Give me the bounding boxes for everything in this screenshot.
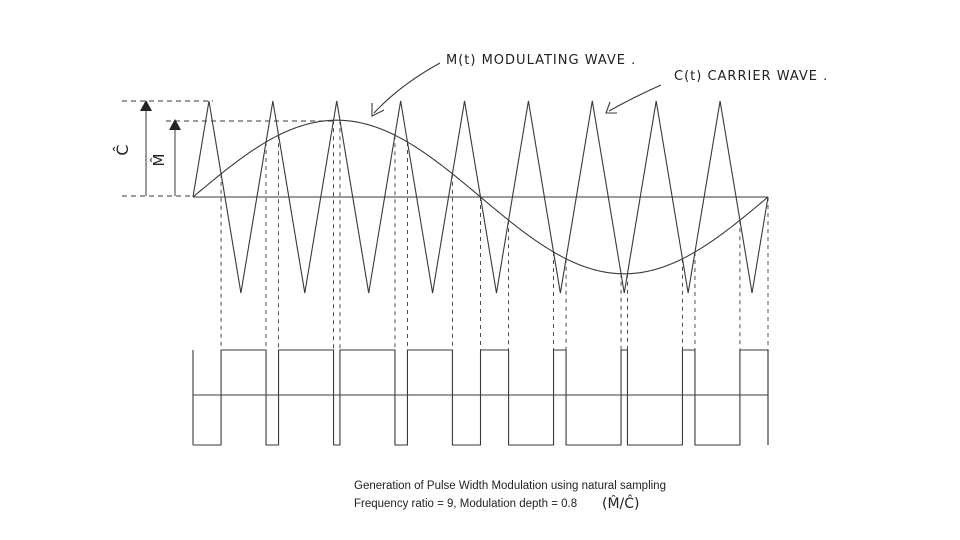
pwm-waveform	[193, 349, 769, 446]
carrier-arrow-line	[608, 84, 662, 112]
pwm-output	[192, 349, 769, 446]
carrier-wave-label: C(t) CARRIER WAVE .	[674, 69, 828, 84]
c-amp-label: Ĉ	[113, 144, 132, 155]
caption-line-2: Frequency ratio = 9, Modulation depth = …	[354, 498, 577, 510]
sampling-dashed-lines	[220, 120, 769, 350]
m-amp-label: M̂	[149, 154, 168, 167]
modulating-wave	[192, 119, 769, 275]
m-amp-arrow-head	[169, 119, 181, 130]
modulating-arrow-head	[371, 103, 385, 117]
modulating-sine	[192, 119, 769, 275]
annotation-arrows	[371, 62, 662, 117]
modulating-arrow-line	[373, 62, 441, 114]
carrier-arrow-head	[605, 101, 617, 114]
caption-ratio-note: (M̂/Ĉ)	[602, 494, 640, 512]
caption-line-1: Generation of Pulse Width Modulation usi…	[354, 480, 666, 492]
c-amp-arrow-head	[140, 100, 152, 111]
modulating-wave-label: M(t) MODULATING WAVE .	[446, 53, 636, 68]
amplitude-markers	[122, 100, 335, 197]
